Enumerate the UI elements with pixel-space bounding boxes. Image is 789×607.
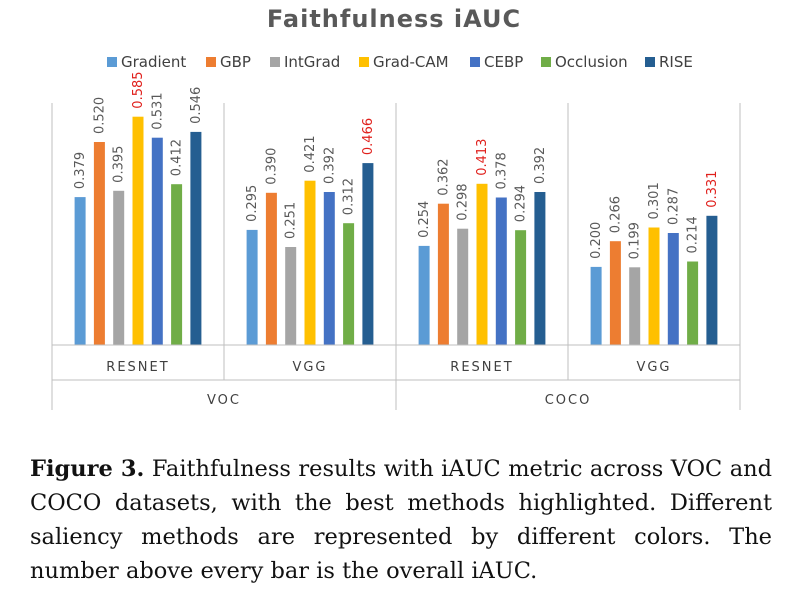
bar-occlusion	[515, 230, 527, 345]
bar-value-label: 0.546	[189, 87, 204, 124]
bar-gradient	[74, 197, 86, 345]
bar-gradient	[418, 245, 430, 345]
bar-gbp	[265, 192, 277, 345]
bar-value-label: 0.199	[628, 222, 643, 259]
bar-value-label: 0.266	[608, 196, 623, 233]
bar-cebp	[495, 197, 507, 345]
category-label: RESNET	[450, 360, 513, 375]
bar-rise	[190, 131, 202, 345]
chart: Faithfulness iAUC Gradient GBP IntGrad Grad-…	[51, 5, 741, 410]
bar-value-label: 0.413	[475, 139, 490, 176]
chart-title: Faithfulness iAUC	[267, 5, 521, 33]
legend-label-gbp: GBP	[220, 53, 251, 71]
bar-value-label: 0.254	[417, 201, 432, 238]
bar-value-label: 0.390	[264, 148, 279, 185]
bar-value-label: 0.466	[361, 118, 376, 155]
bar-value-label: 0.421	[303, 135, 318, 172]
bar-occlusion	[687, 261, 699, 345]
bar-gbp	[609, 241, 621, 345]
bar-value-label: 0.200	[589, 222, 604, 259]
bar-value-label: 0.301	[647, 182, 662, 219]
legend-swatch-rise	[645, 57, 655, 67]
bar-value-label: 0.531	[150, 92, 165, 129]
bar-intgrad	[629, 267, 641, 345]
bar-intgrad	[113, 190, 125, 345]
bar-value-label: 0.395	[112, 146, 127, 183]
bar-value-label: 0.362	[436, 158, 451, 195]
bar-value-label: 0.585	[131, 71, 146, 108]
bar-intgrad	[285, 247, 297, 345]
legend-swatch-grad-cam	[359, 57, 369, 67]
bar-value-label: 0.312	[342, 178, 357, 215]
bar-gbp	[437, 203, 449, 345]
bar-grad-cam	[304, 180, 316, 345]
legend-swatch-cebp	[470, 57, 480, 67]
bar-value-label: 0.295	[245, 185, 260, 222]
bar-cebp	[323, 192, 335, 345]
bar-value-label: 0.298	[456, 183, 471, 220]
bar-grad-cam	[476, 183, 488, 345]
legend-label-intgrad: IntGrad	[284, 53, 340, 71]
bar-rise	[534, 192, 546, 345]
bar-value-label: 0.392	[322, 147, 337, 184]
bar-gbp	[93, 142, 105, 345]
category-label: VGG	[292, 360, 327, 375]
bar-value-label: 0.214	[686, 216, 701, 253]
bar-cebp	[151, 137, 163, 345]
bar-intgrad	[457, 228, 469, 345]
bar-value-label: 0.287	[666, 188, 681, 225]
bar-cebp	[667, 233, 679, 345]
figure-caption: Figure 3. Faithfulness results with iAUC…	[30, 452, 772, 588]
bar-occlusion	[171, 184, 183, 345]
legend-swatch-intgrad	[270, 57, 280, 67]
legend-swatch-gbp	[206, 57, 216, 67]
bar-gradient	[246, 229, 258, 345]
legend-swatch-gradient	[107, 57, 117, 67]
group-label: VOC	[207, 393, 241, 408]
caption-label: Figure 3.	[30, 456, 145, 482]
bar-value-label: 0.378	[494, 152, 509, 189]
bar-value-label: 0.294	[514, 185, 529, 222]
bar-value-label: 0.379	[73, 152, 88, 189]
bar-gradient	[590, 266, 602, 345]
caption-text: Faithfulness results with iAUC metric ac…	[30, 456, 772, 584]
legend-label-gradient: Gradient	[121, 53, 186, 71]
legend-label-grad-cam: Grad-CAM	[373, 53, 449, 71]
category-label: RESNET	[106, 360, 169, 375]
legend-label-occlusion: Occlusion	[555, 53, 628, 71]
legend-swatch-occlusion	[541, 57, 551, 67]
bar-grad-cam	[132, 116, 144, 345]
bar-value-label: 0.520	[92, 97, 107, 134]
category-label: VGG	[636, 360, 671, 375]
bar-value-label: 0.251	[284, 202, 299, 239]
bar-value-label: 0.392	[533, 147, 548, 184]
legend-label-rise: RISE	[659, 53, 693, 71]
bar-grad-cam	[648, 227, 660, 345]
bar-rise	[706, 215, 718, 345]
group-label: COCO	[545, 393, 592, 408]
bar-occlusion	[343, 223, 355, 345]
bar-value-label: 0.412	[170, 139, 185, 176]
bar-value-label: 0.331	[705, 171, 720, 208]
legend-label-cebp: CEBP	[484, 53, 523, 71]
bar-rise	[362, 163, 374, 345]
